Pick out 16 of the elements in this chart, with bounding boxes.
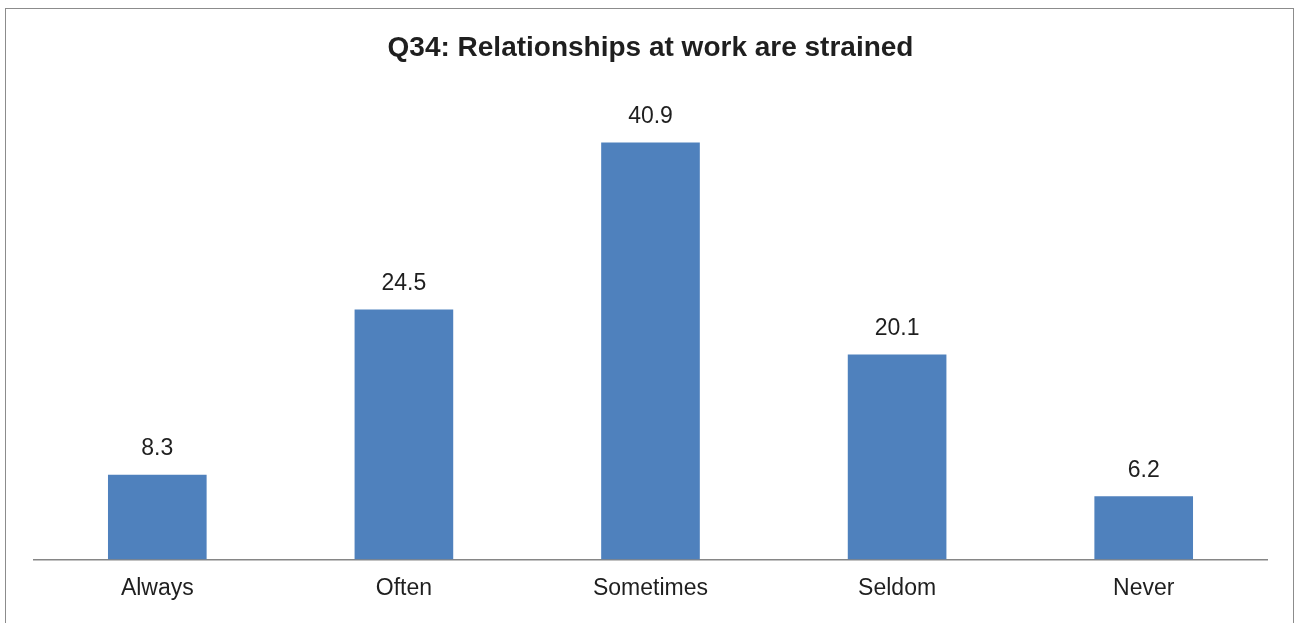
data-label: 8.3 xyxy=(141,434,174,461)
x-tick-label: Never xyxy=(1113,573,1175,600)
x-tick-label: Often xyxy=(375,573,433,600)
data-label: 20.1 xyxy=(874,313,920,340)
data-label: 24.5 xyxy=(381,268,427,295)
bar xyxy=(601,142,700,560)
data-label: 6.2 xyxy=(1127,455,1160,482)
data-label: 40.9 xyxy=(628,101,673,128)
bar xyxy=(1094,496,1194,560)
bar xyxy=(847,354,947,560)
x-tick-label: Sometimes xyxy=(592,573,709,600)
x-tick-label: Seldom xyxy=(858,573,937,600)
bar xyxy=(354,309,454,560)
x-tick-label: Always xyxy=(120,573,194,600)
chart-title: Q34: Relationships at work are strained xyxy=(387,30,914,62)
bar xyxy=(107,474,207,560)
